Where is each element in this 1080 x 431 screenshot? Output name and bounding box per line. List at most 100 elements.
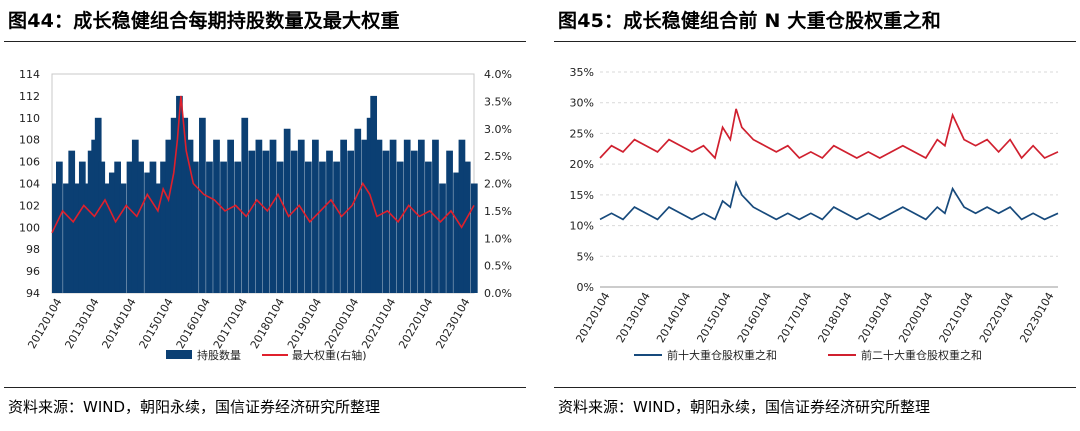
holdings-count-bar	[248, 150, 256, 293]
left-x-tick-label: 20190104	[285, 296, 324, 351]
top10-weight-line	[599, 180, 1059, 221]
holdings-count-bar	[181, 117, 189, 293]
left-x-tick-label: 20200104	[322, 296, 361, 351]
holdings-count-bar	[354, 128, 362, 293]
left-x-tick-label: 20210104	[359, 296, 398, 351]
right-x-tick-label: 20130104	[614, 290, 653, 345]
holdings-count-bar	[410, 150, 418, 293]
holdings-count-bar	[94, 117, 102, 293]
holdings-count-bar	[333, 161, 340, 293]
y-tick-label: 30%	[570, 97, 594, 110]
left-x-tick-label: 20180104	[248, 296, 287, 351]
holdings-count-bar	[176, 95, 183, 294]
right-x-tick-label: 20200104	[896, 290, 935, 345]
holdings-count-bar	[276, 161, 284, 293]
holdings-count-bar	[114, 161, 121, 293]
y-right-tick-label: 3.5%	[484, 95, 512, 108]
holdings-count-bar	[262, 150, 270, 293]
holdings-count-bar	[149, 161, 157, 293]
holdings-count-bar	[439, 183, 446, 293]
holdings-count-bar	[103, 183, 111, 293]
figure-44-top-rule	[4, 41, 526, 42]
left-x-tick-label: 20120104	[25, 296, 64, 351]
holdings-count-bar	[108, 172, 116, 293]
y-left-tick-label: 102	[19, 199, 40, 212]
left-x-tick-label: 20220104	[396, 296, 435, 351]
holdings-count-bar	[119, 183, 127, 293]
y-left-tick-label: 96	[26, 265, 40, 278]
figure-45-chart: 0%5%10%15%20%25%30%35%20120104 20130104 20…	[570, 66, 1059, 362]
y-right-tick-label: 2.5%	[484, 150, 512, 163]
holdings-count-bar	[56, 161, 63, 293]
holdings-count-bar	[297, 139, 305, 293]
holdings-count-bar	[425, 161, 432, 293]
right-x-tick-label: 20230104	[1017, 290, 1056, 345]
left-x-tick-label: 20140104	[100, 296, 139, 351]
right-x-tick-label: 20160104	[735, 290, 774, 345]
figure-44-chart: 94 96 98 100 102 104 106 108 110 112 114 0.0% 0.5% 1.…	[19, 68, 512, 362]
holdings-count-bar	[403, 139, 411, 293]
y-tick-label: 15%	[570, 189, 594, 202]
y-tick-label: 35%	[570, 66, 594, 79]
right-x-tick-label: 20150104	[694, 290, 733, 345]
right-x-tick-label: 20210104	[937, 290, 976, 345]
left-x-tick-label: 20150104	[137, 296, 176, 351]
right-x-tick-label: 20140104	[654, 290, 693, 345]
holdings-count-bar	[370, 95, 378, 294]
y-left-tick-label: 114	[19, 68, 40, 81]
holdings-count-bar	[458, 139, 466, 293]
holdings-count-bar	[396, 161, 404, 293]
right-x-tick-label: 20120104	[573, 290, 612, 345]
holdings-count-bar	[234, 161, 242, 293]
y-right-tick-label: 1.0%	[484, 232, 512, 245]
top20-weight-line	[599, 108, 1059, 160]
left-x-tick-label: 20230104	[433, 296, 472, 351]
holdings-count-bar	[98, 161, 106, 293]
holdings-count-bar	[453, 172, 461, 293]
holdings-count-bar	[63, 183, 70, 293]
y-left-tick-label: 112	[19, 90, 40, 103]
legend-holdings-swatch	[166, 350, 192, 359]
figure-45: 图45：成长稳健组合前 N 大重仓股权重之和 0% 5% 10% 15% 20% 25% 3…	[550, 0, 1080, 431]
y-left-tick-label: 104	[19, 178, 40, 191]
holdings-count-bar	[255, 139, 263, 293]
holdings-count-bar	[220, 161, 227, 293]
holdings-count-bar	[382, 150, 390, 293]
y-tick-label: 20%	[570, 158, 594, 171]
holdings-count-bar	[375, 139, 383, 293]
holdings-count-bar	[340, 139, 347, 293]
legend-top20-label: 前二十大重仓股权重之和	[861, 348, 982, 362]
holdings-count-bar	[144, 172, 152, 293]
y-tick-label: 10%	[570, 220, 594, 233]
holdings-count-bar	[283, 128, 291, 293]
right-x-tick-label: 20190104	[856, 290, 895, 345]
holdings-count-bar	[319, 161, 326, 293]
holdings-count-bar	[131, 139, 139, 293]
holdings-count-bar	[326, 150, 333, 293]
figure-44-source: 资料来源：WIND，朝阳永续，国信证券经济研究所整理	[8, 398, 381, 416]
y-tick-label: 0%	[577, 281, 594, 294]
holdings-count-bar	[347, 150, 355, 293]
holdings-count-bar	[269, 139, 277, 293]
holdings-count-bar	[241, 117, 249, 293]
figure-44-bottom-rule	[4, 387, 526, 388]
holdings-count-bar	[186, 139, 194, 293]
y-left-tick-label: 106	[19, 156, 40, 169]
figure-45-title: 图45：成长稳健组合前 N 大重仓股权重之和	[558, 10, 941, 32]
holdings-count-bar	[304, 161, 312, 293]
holdings-count-bar	[227, 139, 234, 293]
holdings-count-bar	[73, 183, 81, 293]
y-right-tick-label: 1.5%	[484, 205, 512, 218]
y-right-tick-label: 0.0%	[484, 287, 512, 300]
right-x-tick-label: 20170104	[775, 290, 814, 345]
y-right-tick-label: 3.0%	[484, 123, 512, 136]
holdings-count-bar	[290, 150, 298, 293]
right-x-tick-label: 20180104	[816, 290, 855, 345]
holdings-count-bar	[84, 183, 91, 293]
y-left-tick-label: 98	[26, 243, 40, 256]
holdings-count-bar	[417, 139, 425, 293]
holdings-count-bar	[463, 161, 471, 293]
left-x-tick-label: 20130104	[62, 296, 101, 351]
holdings-count-bar	[366, 117, 374, 293]
left-x-tick-label: 20170104	[211, 296, 250, 351]
